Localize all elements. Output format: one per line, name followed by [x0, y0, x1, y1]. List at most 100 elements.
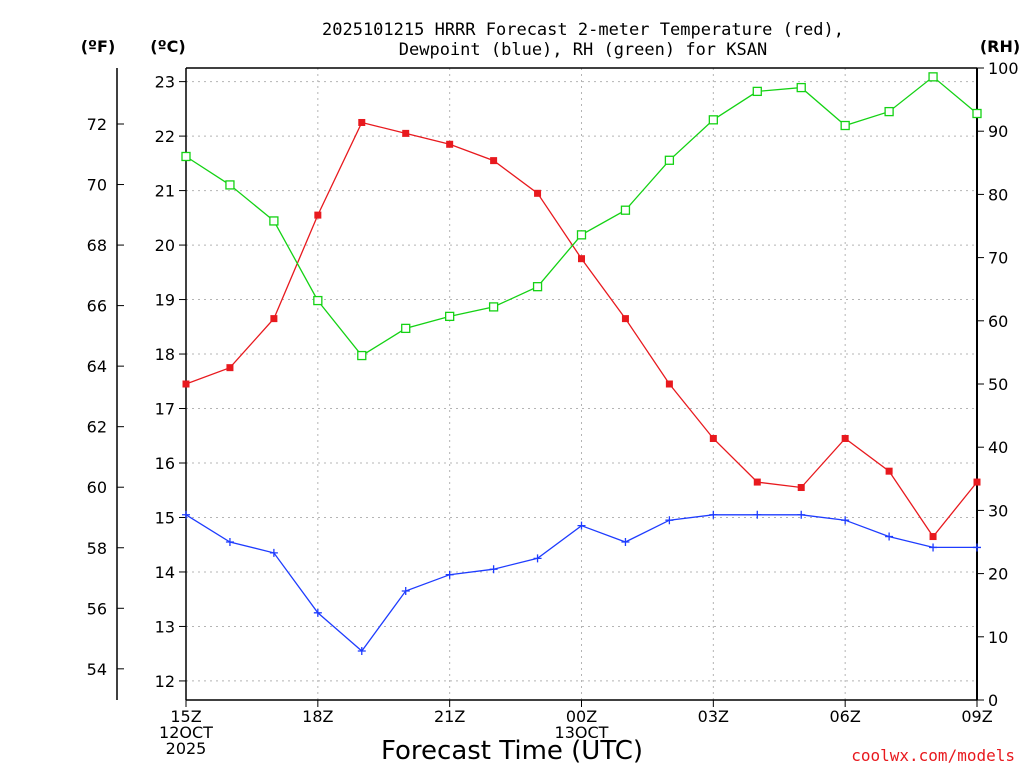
temperature-point [578, 255, 585, 263]
temperature-point [270, 315, 278, 323]
dewpoint-point [577, 521, 586, 530]
fahrenheit-tick-label: 72 [87, 115, 107, 134]
temperature-point [226, 364, 234, 372]
dewpoint-point [753, 510, 762, 519]
rh-tick-label: 100 [988, 59, 1019, 78]
celsius-tick-label: 19 [155, 291, 175, 310]
fahrenheit-tick-label: 68 [87, 236, 107, 255]
dewpoint-point [973, 543, 981, 552]
x-axis-label: Forecast Time (UTC) [381, 736, 643, 766]
temperature-point [402, 129, 410, 137]
rh-tick-label: 30 [988, 501, 1008, 520]
rh-point [972, 108, 982, 119]
celsius-tick-label: 18 [155, 345, 175, 364]
chart-title-line-2: Dewpoint (blue), RH (green) for KSAN [399, 40, 767, 60]
rh-point [840, 120, 850, 131]
x-tick-label: 06Z [830, 707, 861, 726]
rh-point [796, 82, 806, 93]
x-tick-label: 2025 [166, 739, 207, 758]
temperature-point [929, 533, 937, 541]
rh-point [269, 216, 279, 226]
axes: 12 13 14 15 16 17 18 19 20 21 22 23 54 56 58 60 62 64 66 68… [87, 59, 1019, 758]
rh-unit-label: (RH) [980, 37, 1020, 56]
rh-point [445, 311, 455, 322]
dewpoint-point [533, 554, 542, 563]
x-tick-label: 21Z [434, 707, 465, 726]
rh-tick-label: 80 [988, 185, 1008, 204]
rh-line [185, 75, 978, 357]
x-tick-label: 03Z [698, 707, 729, 726]
temperature-point [490, 157, 498, 165]
dewpoint-point [929, 543, 938, 552]
dewpoint-point [797, 510, 806, 519]
temperature-point [797, 484, 805, 492]
rh-point [576, 230, 587, 240]
fahrenheit-tick-label: 70 [87, 176, 107, 195]
fahrenheit-unit-label: (ºF) [81, 37, 116, 56]
temperature-point [709, 434, 717, 442]
rh-tick-label: 10 [988, 628, 1008, 647]
x-tick-label: 12OCT [159, 723, 213, 742]
celsius-tick-label: 21 [155, 182, 175, 201]
dewpoint-point [401, 587, 410, 596]
dewpoint-point [225, 538, 234, 546]
temperature-point [665, 380, 673, 388]
rh-point [357, 350, 367, 361]
rh-tick-label: 20 [988, 565, 1008, 584]
x-tick-label: 15Z [170, 707, 201, 726]
dewpoint-point [621, 538, 630, 546]
dewpoint-point [445, 570, 454, 579]
temperature-line [185, 121, 978, 538]
rh-tick-label: 0 [988, 691, 998, 710]
source-credit: coolwx.com/models [851, 746, 1015, 765]
dewpoint-point [357, 646, 366, 655]
grid-lines [186, 68, 977, 700]
rh-point [488, 302, 499, 312]
celsius-tick-label: 12 [155, 672, 175, 691]
dewpoint-point [709, 510, 718, 519]
fahrenheit-tick-label: 66 [87, 297, 107, 316]
celsius-tick-label: 16 [155, 454, 175, 473]
x-tick-label: 09Z [961, 707, 992, 726]
rh-point [884, 106, 894, 117]
x-tick-label: 13OCT [555, 723, 609, 742]
temperature-point [973, 478, 981, 486]
celsius-tick-label: 20 [155, 236, 175, 255]
rh-tick-label: 40 [988, 438, 1008, 457]
dewpoint-line [185, 514, 977, 652]
temperature-point [753, 478, 761, 486]
celsius-tick-label: 23 [155, 73, 175, 92]
temperature-point [314, 211, 322, 219]
fahrenheit-tick-label: 58 [87, 539, 107, 558]
rh-tick-label: 70 [988, 249, 1008, 268]
temperature-point [621, 315, 629, 323]
celsius-tick-label: 14 [155, 563, 175, 582]
fahrenheit-tick-label: 64 [87, 357, 107, 376]
dewpoint-point [841, 516, 850, 525]
rh-point [928, 72, 938, 82]
rh-point [401, 323, 411, 334]
temperature-point [841, 434, 849, 442]
dewpoint-point [313, 608, 322, 617]
rh-point [752, 86, 762, 97]
temperature-point [182, 380, 190, 388]
celsius-tick-label: 13 [155, 617, 175, 636]
rh-point [313, 295, 323, 306]
dewpoint-point [489, 565, 498, 574]
fahrenheit-tick-label: 56 [87, 599, 107, 618]
rh-tick-label: 60 [988, 312, 1008, 331]
celsius-tick-label: 15 [155, 508, 175, 527]
temperature-point [446, 140, 454, 148]
temperature-point [885, 467, 893, 475]
celsius-unit-label: (ºC) [150, 37, 185, 56]
temperature-point [534, 189, 542, 197]
fahrenheit-tick-label: 62 [87, 418, 107, 437]
fahrenheit-tick-label: 60 [87, 478, 107, 497]
celsius-tick-label: 22 [155, 127, 175, 146]
dewpoint-point [885, 532, 894, 541]
rh-point [620, 205, 631, 215]
fahrenheit-tick-label: 54 [87, 660, 107, 679]
chart-title-line-1: 2025101215 HRRR Forecast 2-meter Tempera… [322, 20, 844, 40]
dewpoint-point [182, 510, 190, 519]
